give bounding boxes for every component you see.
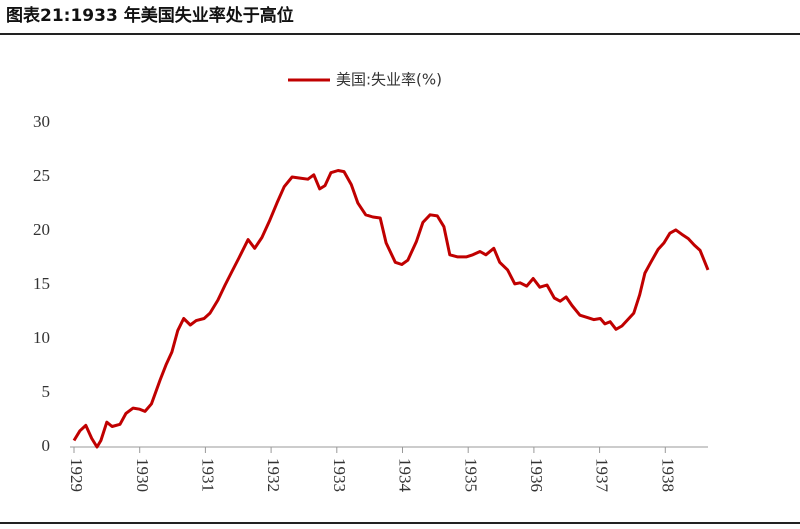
y-tick-label: 20 xyxy=(33,220,50,239)
chart-title: 图表21:1933 年美国失业率处于高位 xyxy=(6,5,294,26)
x-tick-label: 1930 xyxy=(133,458,152,492)
series-line xyxy=(72,169,710,449)
x-tick-label: 1937 xyxy=(593,458,612,493)
y-tick-label: 15 xyxy=(33,274,50,293)
y-tick-label: 30 xyxy=(33,112,50,131)
y-tick-label: 25 xyxy=(33,166,50,185)
y-tick-label: 5 xyxy=(42,382,51,401)
x-tick-label: 1931 xyxy=(198,458,217,492)
y-tick-label: 10 xyxy=(33,328,50,347)
x-tick-label: 1936 xyxy=(527,458,546,492)
x-tick-label: 1933 xyxy=(330,458,349,492)
x-tick-label: 1938 xyxy=(658,458,677,492)
y-tick-label: 0 xyxy=(42,436,51,455)
x-tick-label: 1929 xyxy=(67,458,86,492)
x-tick-label: 1932 xyxy=(264,458,283,492)
x-tick-label: 1934 xyxy=(396,458,415,493)
legend-label: 美国:失业率(%) xyxy=(336,71,442,89)
x-tick-label: 1935 xyxy=(461,458,480,492)
